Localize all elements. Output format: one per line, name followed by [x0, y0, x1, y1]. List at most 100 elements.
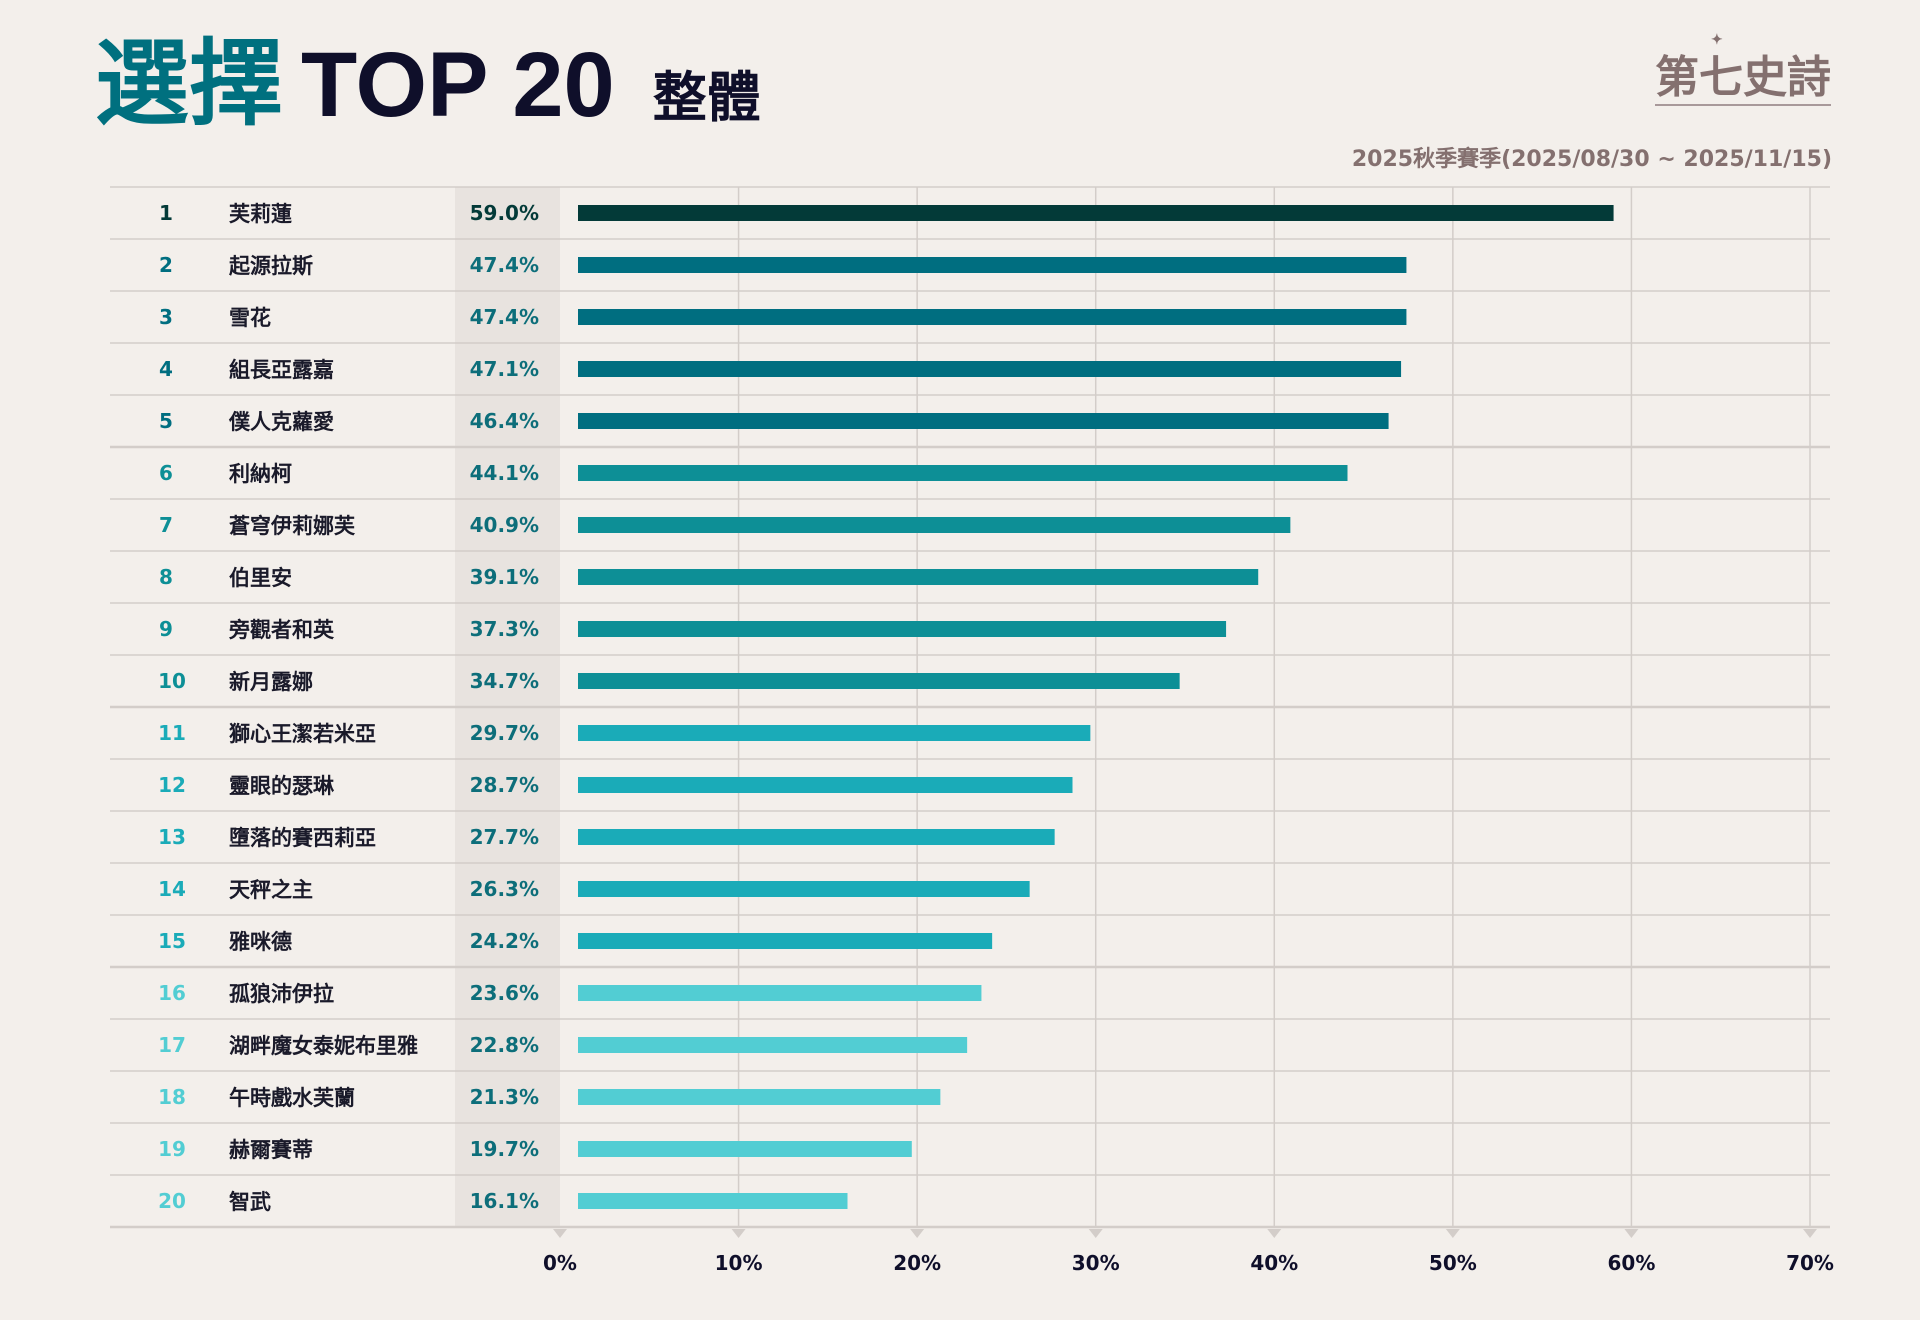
- hero-name: 蒼穹伊莉娜芙: [229, 514, 356, 538]
- hero-name: 獅心王潔若米亞: [229, 722, 376, 746]
- bar: [578, 257, 1407, 273]
- value-label: 23.6%: [470, 981, 539, 1005]
- tick-marker-icon: [1624, 1229, 1639, 1238]
- rank-number: 19: [158, 1137, 186, 1161]
- hero-name: 伯里安: [229, 566, 292, 590]
- bar: [578, 205, 1614, 221]
- x-tick-label: 30%: [1072, 1251, 1120, 1275]
- rank-number: 13: [158, 825, 186, 849]
- bar: [578, 881, 1030, 897]
- bar: [578, 309, 1407, 325]
- hero-name: 靈眼的瑟琳: [229, 774, 335, 798]
- value-label: 34.7%: [470, 669, 539, 693]
- bar: [578, 517, 1291, 533]
- x-tick-label: 10%: [715, 1251, 763, 1275]
- x-tick-label: 20%: [893, 1251, 941, 1275]
- tick-marker-icon: [910, 1229, 925, 1238]
- x-tick-label: 60%: [1607, 1251, 1655, 1275]
- bar: [578, 985, 982, 1001]
- bar: [578, 621, 1227, 637]
- logo: ✦ 第七史詩: [1655, 32, 1831, 106]
- rank-number: 3: [159, 305, 173, 329]
- hero-name: 午時戲水芙蘭: [229, 1086, 355, 1110]
- value-label: 19.7%: [470, 1137, 539, 1161]
- page-title: 選擇 TOP 20 整體: [95, 38, 761, 132]
- hero-name: 孤狼沛伊拉: [229, 982, 334, 1006]
- value-label: 47.4%: [470, 305, 539, 329]
- value-label: 46.4%: [470, 409, 539, 433]
- season-subtitle: 2025秋季賽季(2025/08/30 ~ 2025/11/15): [1351, 147, 1832, 172]
- rank-number: 9: [159, 617, 173, 641]
- hero-name: 僕人克蘿愛: [228, 410, 334, 434]
- value-label: 47.4%: [470, 253, 539, 277]
- tick-marker-icon: [731, 1229, 746, 1238]
- hero-name: 雪花: [229, 306, 271, 330]
- rank-number: 17: [158, 1033, 186, 1057]
- hero-name: 湖畔魔女泰妮布里雅: [229, 1034, 418, 1058]
- hero-name: 墮落的賽西莉亞: [229, 826, 376, 850]
- rank-number: 20: [158, 1189, 186, 1213]
- bar: [578, 829, 1055, 845]
- value-label: 47.1%: [470, 357, 539, 381]
- value-label: 29.7%: [470, 721, 539, 745]
- bar: [578, 361, 1402, 377]
- tick-marker-icon: [1445, 1229, 1460, 1238]
- hero-name: 利納柯: [229, 462, 292, 486]
- rank-number: 11: [158, 721, 186, 745]
- bar: [578, 777, 1073, 793]
- x-tick-label: 70%: [1786, 1251, 1834, 1275]
- tick-marker-icon: [1803, 1229, 1817, 1238]
- rank-number: 6: [159, 461, 173, 485]
- value-label: 59.0%: [470, 201, 539, 225]
- value-label: 40.9%: [470, 513, 539, 537]
- bar: [578, 1193, 848, 1209]
- tick-marker-icon: [553, 1229, 567, 1238]
- rank-number: 4: [159, 357, 173, 381]
- value-label: 37.3%: [470, 617, 539, 641]
- rank-number: 14: [158, 877, 186, 901]
- x-tick-label: 0%: [543, 1251, 577, 1275]
- hero-name: 芙莉蓮: [229, 202, 292, 226]
- rank-number: 10: [158, 669, 186, 693]
- value-label: 28.7%: [470, 773, 539, 797]
- rank-number: 15: [158, 929, 186, 953]
- hero-name: 起源拉斯: [228, 254, 313, 278]
- hero-name: 旁觀者和英: [228, 618, 335, 642]
- hero-name: 新月露娜: [229, 670, 313, 694]
- bar: [578, 1089, 941, 1105]
- rank-number: 7: [159, 513, 173, 537]
- bar: [578, 725, 1091, 741]
- rank-number: 8: [159, 565, 173, 589]
- bar: [578, 673, 1180, 689]
- tick-marker-icon: [1088, 1229, 1103, 1238]
- bar: [578, 933, 993, 949]
- value-label: 16.1%: [470, 1189, 539, 1213]
- title-scope: 整體: [652, 66, 761, 129]
- hero-name: 赫爾賽蒂: [229, 1138, 313, 1162]
- rank-number: 18: [158, 1085, 186, 1109]
- hero-name: 智武: [229, 1190, 271, 1214]
- rank-number: 12: [158, 773, 186, 797]
- value-label: 26.3%: [470, 877, 539, 901]
- rank-number: 2: [159, 253, 173, 277]
- x-tick-label: 40%: [1250, 1251, 1298, 1275]
- value-label: 39.1%: [470, 565, 539, 589]
- logo-text: 第七史詩: [1655, 52, 1831, 103]
- title-main: TOP 20: [301, 34, 615, 136]
- value-label: 44.1%: [470, 461, 539, 485]
- bar: [578, 465, 1348, 481]
- title-highlight: 選擇: [95, 30, 284, 139]
- bar: [578, 413, 1389, 429]
- hero-name: 雅咪德: [229, 930, 292, 954]
- value-label: 21.3%: [470, 1085, 539, 1109]
- bar: [578, 1037, 968, 1053]
- rank-number: 1: [159, 201, 173, 225]
- tick-marker-icon: [1267, 1229, 1282, 1238]
- rank-number: 16: [158, 981, 186, 1005]
- bar: [578, 569, 1259, 585]
- x-tick-label: 50%: [1429, 1251, 1477, 1275]
- value-label: 27.7%: [470, 825, 539, 849]
- rank-number: 5: [159, 409, 173, 433]
- value-label: 22.8%: [470, 1033, 539, 1057]
